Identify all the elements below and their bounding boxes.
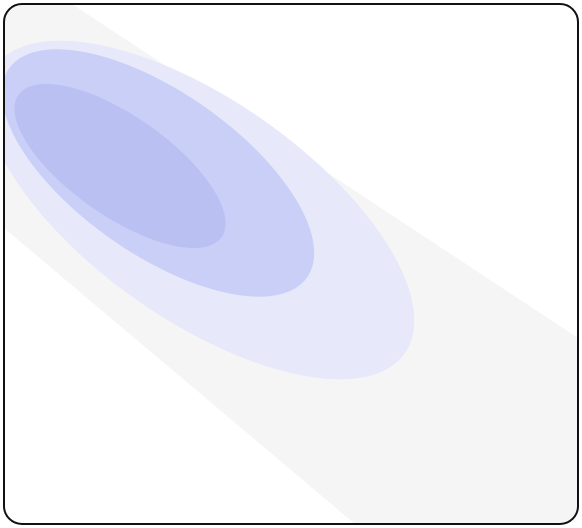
- panel-border: [3, 3, 579, 525]
- density-contour-inner: [14, 83, 226, 249]
